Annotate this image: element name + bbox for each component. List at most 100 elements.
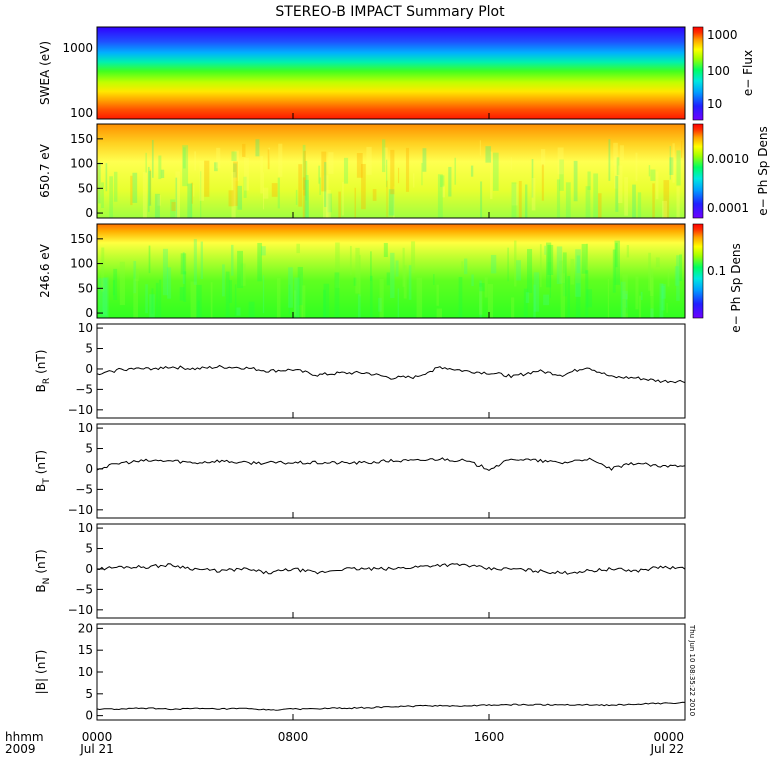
spectrogram-streak (328, 152, 334, 174)
spectrogram-streak (191, 182, 193, 204)
spectrogram-streak (479, 140, 481, 156)
swea-panel (96, 26, 686, 120)
bn-frame (96, 523, 686, 619)
spectrogram-streak (231, 244, 234, 276)
spectrogram-streak (158, 155, 162, 180)
spectrogram-streak (618, 165, 623, 204)
spectrogram-streak (278, 143, 283, 177)
spectrogram-streak (461, 261, 464, 272)
line-ytick: 5 (85, 687, 93, 701)
spectrogram-streak (323, 289, 326, 318)
spectrogram-streak (216, 147, 221, 169)
spectrogram-streak (323, 283, 330, 318)
spectrogram-streak (632, 184, 636, 218)
spectrogram-streak (669, 157, 674, 175)
colorbar-pad-246-label: e− Ph Sp Dens (729, 243, 743, 332)
line-ytick: 5 (85, 442, 93, 456)
pad-246-panel (96, 223, 686, 319)
spectrogram-streak (236, 307, 241, 316)
spectrogram-streak (319, 177, 321, 195)
spectrogram-streak (357, 294, 361, 318)
spectrogram-streak (322, 175, 329, 218)
spectrogram-streak (421, 162, 423, 186)
spectrogram-streak (237, 185, 243, 210)
date-label: Jul 21 (79, 742, 114, 756)
spectrogram-streak (193, 239, 197, 285)
spectrogram-streak (679, 254, 683, 282)
spectrogram-streak (369, 275, 373, 318)
spectrogram-streak (335, 242, 340, 288)
spectrogram-streak (134, 269, 140, 282)
spectrogram-streak (193, 185, 195, 197)
spectrogram-streak (302, 285, 306, 318)
spectrogram-streak (349, 245, 352, 276)
spectrogram-streak (149, 169, 151, 205)
spectrogram-streak (397, 288, 400, 318)
spectrogram-streak (204, 160, 210, 197)
line-ytick: −10 (68, 503, 93, 517)
spectrogram-streak (511, 297, 515, 318)
line-ytick: −5 (75, 382, 93, 396)
swea-ytick: 1000 (62, 41, 93, 55)
spectrogram-streak (342, 181, 344, 216)
spectrogram-streak (222, 264, 225, 297)
timestamp: Thu Jun 10 08:35:22 2010 (688, 624, 696, 716)
bmag-ylabel-unit: (nT) (34, 650, 48, 674)
spectrogram-streak (487, 284, 494, 318)
spectrogram-streak (585, 186, 591, 218)
spectrogram-streak (142, 171, 147, 218)
spectrogram-streak (200, 241, 203, 280)
pad-650-frame (96, 123, 686, 219)
colorbar-pad-650 (692, 123, 704, 219)
spectrogram-streak (581, 243, 588, 274)
bn-ylabel-sub: N (42, 578, 52, 585)
spectrogram-streak (661, 285, 665, 311)
spectrogram-streak (659, 283, 664, 318)
spectrogram-streak (458, 276, 463, 318)
spectrogram-streak (296, 243, 300, 254)
spectrogram-streak (385, 159, 388, 188)
spectrogram-streak (386, 180, 388, 217)
spectrogram-streak (262, 275, 265, 314)
spectrogram-streak (413, 173, 415, 188)
spectrogram-streak (422, 148, 427, 172)
colorbar-flux-label: e− Flux (741, 50, 755, 96)
spectrogram-streak (669, 146, 671, 180)
spectrogram-streak (622, 274, 628, 318)
spectrogram-streak (567, 275, 571, 318)
spectrogram-streak (383, 242, 388, 258)
spectrogram-streak (130, 175, 133, 206)
spectrogram-streak (197, 300, 200, 318)
spectrogram-streak (531, 178, 536, 211)
spectrogram-streak (416, 277, 423, 318)
colorbar-pad-650-label: e− Ph Sp Dens (756, 126, 770, 215)
spectrogram-streak (372, 189, 377, 201)
spectrogram-streak (354, 187, 356, 218)
pad-ytick: 0 (85, 206, 93, 220)
spectrogram-streak (676, 186, 680, 218)
spectrogram-streak (187, 183, 192, 218)
spectrogram-streak (303, 150, 306, 196)
spectrogram-streak (626, 299, 628, 314)
spectrogram-streak (105, 163, 108, 192)
spectrogram-streak (593, 173, 599, 218)
spectrogram-streak (511, 182, 517, 218)
spectrogram-streak (302, 177, 306, 218)
line-ytick: 0 (85, 709, 93, 723)
series-line-BT (96, 457, 686, 471)
bt-ylabel: BT (nT) (34, 450, 52, 492)
spectrogram-streak (626, 245, 630, 258)
spectrogram-streak (159, 279, 162, 318)
spectrogram-streak (190, 183, 193, 218)
colorbar-pad-246-tick: 0.1 (707, 264, 726, 278)
line-ytick: 0 (85, 462, 93, 476)
spectrogram-streak (575, 249, 581, 297)
spectrogram-streak (403, 265, 407, 299)
spectrogram-streak (674, 266, 679, 286)
spectrogram-streak (442, 185, 446, 198)
spectrogram-streak (539, 244, 542, 288)
spectrogram-streak (549, 274, 551, 298)
spectrogram-streak (518, 180, 522, 218)
bt-ylabel-unit: (nT) (34, 450, 48, 474)
spectrogram-streak (620, 145, 624, 160)
